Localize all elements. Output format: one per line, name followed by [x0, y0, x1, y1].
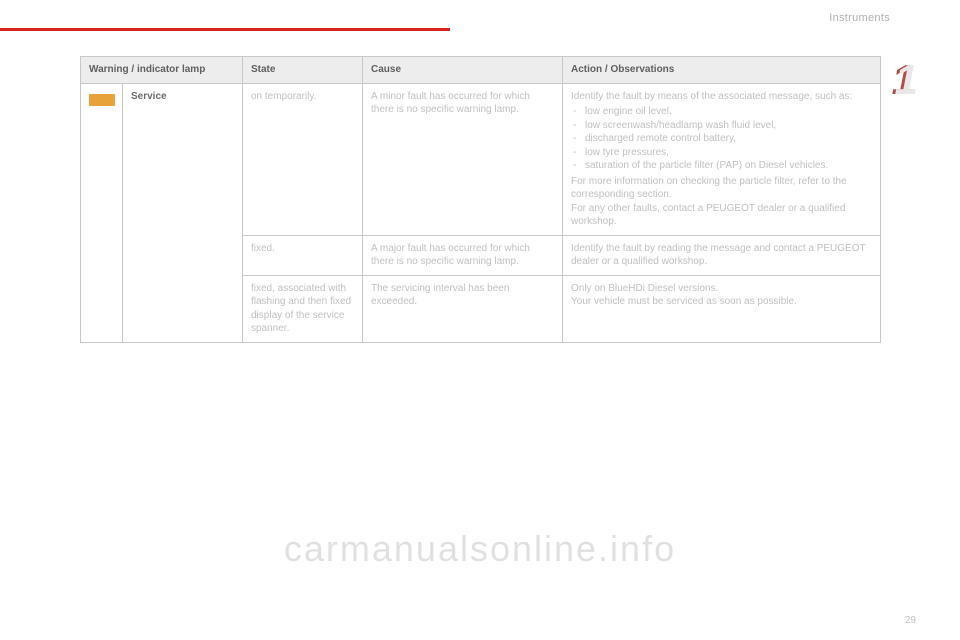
- col-action: Action / Observations: [563, 57, 881, 84]
- col-cause: Cause: [363, 57, 563, 84]
- state-cell: fixed.: [243, 235, 363, 275]
- chapter-number-text: 1: [895, 56, 918, 103]
- lamp-name-cell: Service: [123, 83, 243, 342]
- section-heading: Instruments: [829, 12, 890, 24]
- action-list-item: low engine oil level,: [571, 105, 872, 119]
- action-cell: Identify the fault by means of the assoc…: [563, 83, 881, 235]
- chapter-number: 1 1: [895, 56, 918, 104]
- action-list-item: low tyre pressures,: [571, 146, 872, 160]
- lamp-label: Service: [131, 91, 167, 102]
- col-lamp: Warning / indicator lamp: [81, 57, 243, 84]
- action-list-item: low screenwash/headlamp wash fluid level…: [571, 119, 872, 133]
- action-list: low engine oil level, low screenwash/hea…: [571, 105, 872, 173]
- action-list-item: discharged remote control battery,: [571, 132, 872, 146]
- service-icon-cell: [81, 83, 123, 342]
- state-cell: fixed, associated with flashing and then…: [243, 275, 363, 342]
- page-number: 29: [905, 615, 916, 626]
- cause-cell: A major fault has occurred for which the…: [363, 235, 563, 275]
- action-intro: Identify the fault by means of the assoc…: [571, 90, 872, 104]
- action-cell: Only on BlueHDi Diesel versions. Your ve…: [563, 275, 881, 342]
- cause-cell: A minor fault has occurred for which the…: [363, 83, 563, 235]
- warning-table: Warning / indicator lamp State Cause Act…: [80, 56, 881, 343]
- red-accent-bar: [0, 28, 450, 31]
- state-cell: on temporarily.: [243, 83, 363, 235]
- col-state: State: [243, 57, 363, 84]
- service-icon: [89, 94, 115, 106]
- table-header-row: Warning / indicator lamp State Cause Act…: [81, 57, 881, 84]
- action-cell: Identify the fault by reading the messag…: [563, 235, 881, 275]
- cause-cell: The servicing interval has been exceeded…: [363, 275, 563, 342]
- table-row: Service on temporarily. A minor fault ha…: [81, 83, 881, 235]
- action-list-item: saturation of the particle filter (PAP) …: [571, 159, 872, 173]
- watermark: carmanualsonline.info: [0, 528, 960, 570]
- warning-table-container: Warning / indicator lamp State Cause Act…: [80, 56, 880, 343]
- action-tail: For more information on checking the par…: [571, 175, 872, 229]
